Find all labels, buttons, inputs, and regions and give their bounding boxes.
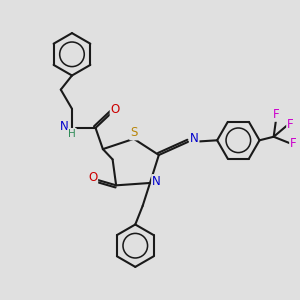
- Text: O: O: [111, 103, 120, 116]
- Text: F: F: [290, 137, 297, 150]
- Text: N: N: [60, 120, 69, 133]
- Text: H: H: [68, 129, 76, 139]
- Text: N: N: [190, 132, 199, 145]
- Text: N: N: [152, 175, 161, 188]
- Text: S: S: [130, 126, 137, 140]
- Text: F: F: [287, 118, 294, 130]
- Text: F: F: [273, 108, 280, 121]
- Text: O: O: [88, 171, 97, 184]
